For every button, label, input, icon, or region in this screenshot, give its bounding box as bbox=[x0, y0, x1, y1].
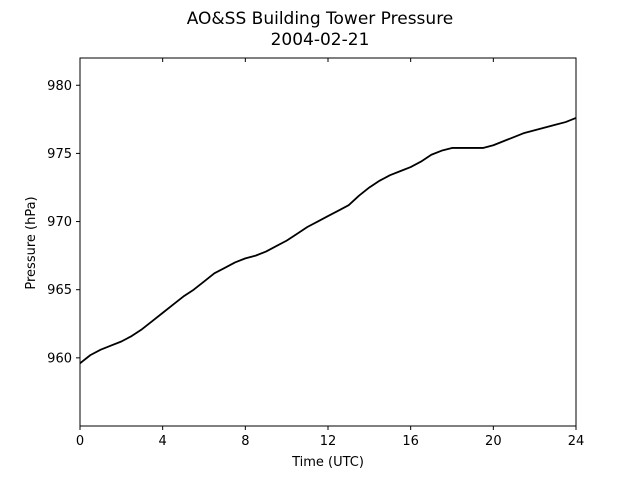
x-tick-label: 8 bbox=[241, 434, 249, 449]
chart-title: AO&SS Building Tower Pressure bbox=[187, 9, 454, 29]
y-tick-label: 960 bbox=[47, 351, 72, 366]
y-axis-label: Pressure (hPa) bbox=[24, 196, 39, 289]
x-tick-label: 0 bbox=[76, 434, 84, 449]
y-tick-label: 975 bbox=[47, 147, 72, 162]
axes: 0 4 8 12 16 20 24 960 965 970 975 980 bbox=[47, 57, 585, 449]
plot-area bbox=[79, 117, 577, 365]
x-tick-label: 12 bbox=[320, 434, 337, 449]
x-tick-label: 20 bbox=[485, 434, 502, 449]
x-tick-label: 16 bbox=[402, 434, 419, 449]
x-tick-label: 24 bbox=[568, 434, 585, 449]
y-tick-label: 965 bbox=[47, 283, 72, 298]
y-tick-label: 980 bbox=[47, 79, 72, 94]
y-tick-label: 970 bbox=[47, 215, 72, 230]
x-tick-label: 4 bbox=[159, 434, 167, 449]
chart-subtitle: 2004-02-21 bbox=[271, 30, 370, 50]
x-axis-label: Time (UTC) bbox=[291, 455, 364, 470]
pressure-series-line bbox=[79, 117, 577, 365]
